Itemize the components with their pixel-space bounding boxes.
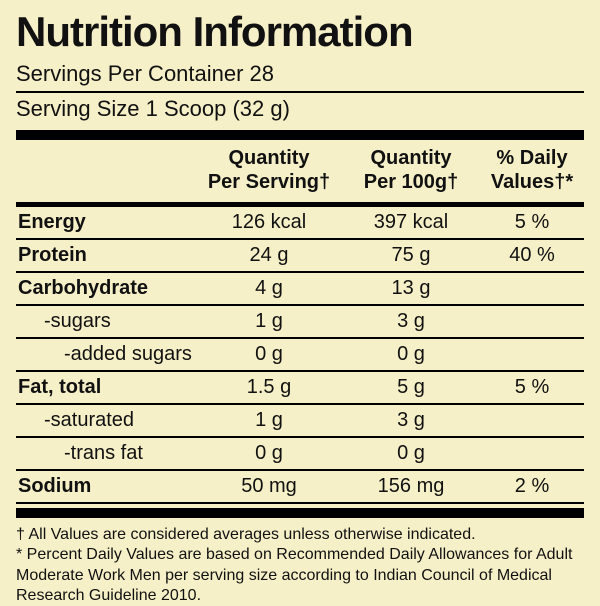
table-row: Fat, total 1.5 g 5 g 5 % xyxy=(16,372,584,406)
nutrient-name: Fat, total xyxy=(18,376,102,399)
value-per-100g: 13 g xyxy=(391,277,431,300)
table-row: Protein 24 g 75 g 40 % xyxy=(16,240,584,274)
table-row: Carbohydrate 4 g 13 g xyxy=(16,273,584,307)
nutrient-name: -added sugars xyxy=(64,343,192,366)
column-header-per-100g: Quantity Per 100g† xyxy=(342,146,480,194)
value-daily-percent: 5 % xyxy=(514,376,550,399)
footnote-asterisk: * Percent Daily Values are based on Reco… xyxy=(16,546,573,605)
value-per-serving: 4 g xyxy=(255,277,283,300)
value-per-100g: 75 g xyxy=(391,244,431,267)
nutrient-name: Sodium xyxy=(18,475,92,498)
value-per-serving: 24 g xyxy=(249,244,289,267)
value-per-100g: 0 g xyxy=(397,442,425,465)
value-per-serving: 126 kcal xyxy=(231,211,307,234)
servings-per-container: Servings Per Container 28 xyxy=(16,61,275,87)
column-header-line: Quantity xyxy=(228,147,310,170)
table-row: -trans fat 0 g 0 g xyxy=(16,438,584,472)
value-daily-percent: 5 % xyxy=(514,211,550,234)
column-header-line: Values†* xyxy=(490,171,574,194)
value-per-100g: 0 g xyxy=(397,343,425,366)
page-title: Nutrition Information xyxy=(16,8,414,55)
value-daily-percent: 40 % xyxy=(509,244,555,267)
nutrient-name: -saturated xyxy=(44,409,135,432)
column-header-line: Per Serving† xyxy=(207,171,331,194)
column-header-line: Per 100g† xyxy=(363,171,459,194)
footnote-dagger: † All Values are considered averages unl… xyxy=(16,526,476,544)
column-header-line: % Daily xyxy=(496,147,568,170)
nutrient-name: Carbohydrate xyxy=(18,277,149,300)
value-per-100g: 156 mg xyxy=(377,475,445,498)
value-per-100g: 397 kcal xyxy=(373,211,449,234)
table-header: Quantity Per Serving† Quantity Per 100g†… xyxy=(16,140,584,208)
value-per-serving: 1 g xyxy=(255,310,283,333)
value-per-serving: 50 mg xyxy=(241,475,297,498)
serving-size: Serving Size 1 Scoop (32 g) xyxy=(16,96,290,122)
nutrition-table-body: Energy 126 kcal 397 kcal 5 % Protein 24 … xyxy=(16,207,584,505)
nutrient-name: -sugars xyxy=(44,310,111,333)
value-per-100g: 3 g xyxy=(397,409,425,432)
value-per-serving: 0 g xyxy=(255,343,283,366)
nutrient-name: -trans fat xyxy=(64,442,143,465)
value-per-serving: 1 g xyxy=(255,409,283,432)
column-header-per-serving: Quantity Per Serving† xyxy=(196,146,342,194)
value-per-serving: 0 g xyxy=(255,442,283,465)
column-header-line: Quantity xyxy=(370,147,452,170)
value-per-serving: 1.5 g xyxy=(246,376,292,399)
footnotes: † All Values are considered averages unl… xyxy=(16,525,584,606)
nutrition-label: Nutrition Information Servings Per Conta… xyxy=(16,8,584,606)
table-row: Sodium 50 mg 156 mg 2 % xyxy=(16,471,584,505)
value-daily-percent: 2 % xyxy=(514,475,550,498)
nutrient-name: Protein xyxy=(18,244,87,267)
value-per-100g: 3 g xyxy=(397,310,425,333)
divider xyxy=(16,91,584,94)
table-row: -added sugars 0 g 0 g xyxy=(16,339,584,373)
separator-bar-bottom xyxy=(16,508,584,519)
table-row: Energy 126 kcal 397 kcal 5 % xyxy=(16,207,584,241)
nutrient-name: Energy xyxy=(18,211,86,234)
table-row: -saturated 1 g 3 g xyxy=(16,405,584,439)
column-header-daily-values: % Daily Values†* xyxy=(480,146,584,194)
table-row: -sugars 1 g 3 g xyxy=(16,306,584,340)
value-per-100g: 5 g xyxy=(397,376,425,399)
separator-bar-top xyxy=(16,130,584,141)
